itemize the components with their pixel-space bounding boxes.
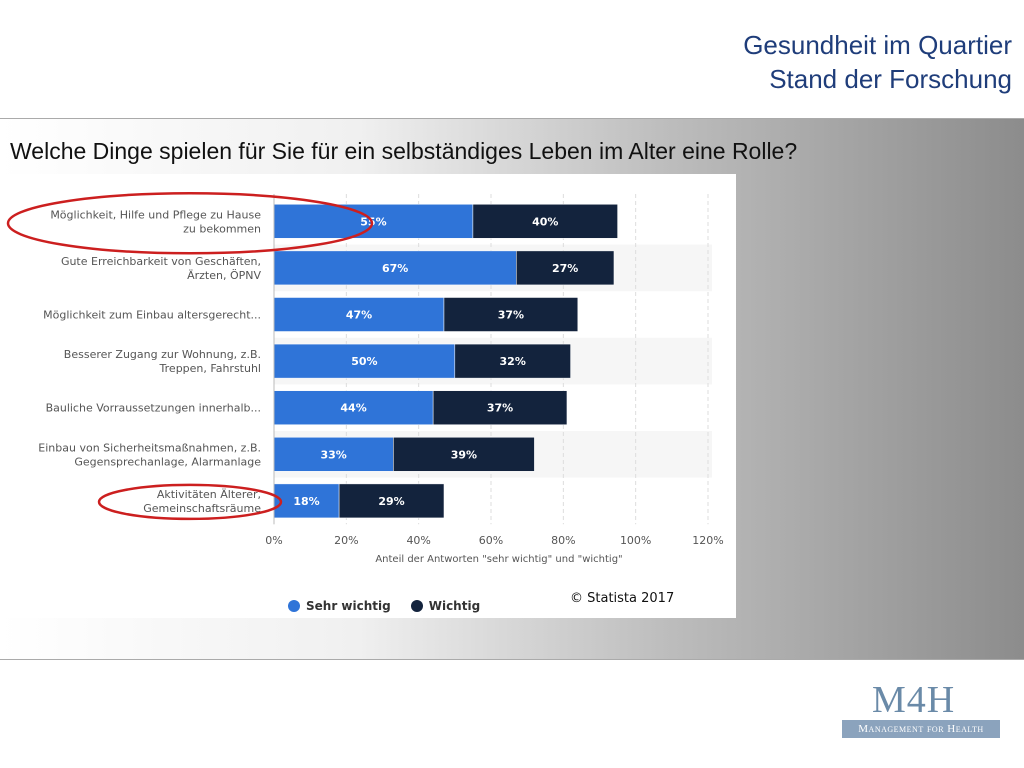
x-tick-label: 40%: [406, 534, 430, 547]
data-label: 50%: [351, 355, 377, 368]
category-label: Gemeinschaftsräume: [143, 502, 261, 515]
legend-label-wichtig: Wichtig: [428, 599, 481, 613]
bar-wichtig: [454, 343, 571, 379]
legend-swatch-wichtig: [410, 600, 423, 612]
logo-tagline: Management for Health: [842, 720, 1000, 738]
legend-item-sehr-wichtig: Sehr wichtig: [288, 599, 391, 613]
category-label: Gute Erreichbarkeit von Geschäften,: [61, 255, 261, 268]
bar-wichtig: [432, 390, 568, 425]
data-label: 55%: [360, 215, 386, 228]
x-axis-title: Anteil der Antworten "sehr wichtig" und …: [375, 554, 622, 565]
category-label: Besserer Zugang zur Wohnung, z.B.: [64, 348, 261, 361]
bar-sehr-wichtig: [273, 437, 394, 472]
data-label: 33%: [321, 448, 347, 461]
legend-label-sehr-wichtig: Sehr wichtig: [306, 599, 391, 613]
data-label: 40%: [532, 215, 558, 228]
x-tick-label: 120%: [692, 534, 723, 547]
data-label: 29%: [378, 495, 404, 508]
category-label: Bauliche Vorraussetzungen innerhalb...: [46, 402, 261, 415]
legend-item-wichtig: Wichtig: [410, 599, 481, 613]
category-label: zu bekommen: [183, 222, 261, 235]
data-label: 39%: [451, 448, 477, 461]
bar-sehr-wichtig: [273, 250, 517, 286]
bar-sehr-wichtig: [273, 297, 445, 332]
category-label: Gegensprechanlage, Alarmanlage: [74, 455, 261, 468]
x-tick-label: 20%: [334, 534, 358, 547]
category-label: Möglichkeit, Hilfe und Pflege zu Hause: [50, 208, 261, 221]
x-tick-label: 0%: [265, 534, 282, 547]
m4h-logo: M4H Management for Health: [842, 680, 1000, 740]
category-label: Möglichkeit zum Einbau altersgerecht...: [43, 309, 261, 322]
bar-wichtig: [516, 250, 615, 286]
question-text: Welche Dinge spielen für Sie für ein sel…: [10, 138, 798, 164]
data-label: 32%: [500, 355, 526, 368]
slide-title: Gesundheit im Quartier Stand der Forschu…: [743, 28, 1012, 96]
highlight-ellipse-bottom: [97, 483, 283, 521]
bar-sehr-wichtig: [273, 204, 474, 239]
category-label: Ärzten, ÖPNV: [187, 269, 261, 282]
category-label: Einbau von Sicherheitsmaßnahmen, z.B.: [38, 441, 261, 454]
bar-wichtig: [338, 483, 445, 519]
copyright-notice: © Statista 2017: [570, 591, 675, 606]
data-label: 67%: [382, 262, 408, 275]
bar-wichtig: [472, 204, 618, 239]
data-label: 18%: [293, 495, 319, 508]
x-tick-label: 100%: [620, 534, 651, 547]
data-label: 47%: [346, 309, 372, 322]
category-label: Treppen, Fahrstuhl: [159, 362, 261, 375]
chart-panel: 0% 20% 40% 60% 80% 100% 120% 55% 40% Möglichkeit,…: [4, 174, 736, 618]
bar-wichtig: [393, 437, 535, 472]
highlight-ellipse-top: [6, 192, 374, 255]
x-tick-label: 60%: [479, 534, 503, 547]
data-label: 37%: [498, 309, 524, 322]
data-label: 37%: [487, 402, 513, 415]
bar-sehr-wichtig: [273, 390, 434, 425]
category-label: Aktivitäten Älterer,: [157, 488, 261, 501]
data-label: 27%: [552, 262, 578, 275]
chart-legend: Sehr wichtig Wichtig: [288, 599, 494, 613]
bar-chart: 0% 20% 40% 60% 80% 100% 120% 55% 40% Möglichkeit,…: [6, 192, 724, 565]
slide-title-line2: Stand der Forschung: [769, 64, 1012, 94]
bar-wichtig: [443, 297, 579, 332]
legend-swatch-sehr-wichtig: [288, 600, 300, 612]
bar-sehr-wichtig: [273, 343, 456, 379]
x-tick-label: 80%: [551, 534, 575, 547]
data-label: 44%: [340, 402, 366, 415]
logo-wordmark: M4H: [872, 679, 956, 721]
slide-title-line1: Gesundheit im Quartier: [743, 30, 1012, 60]
